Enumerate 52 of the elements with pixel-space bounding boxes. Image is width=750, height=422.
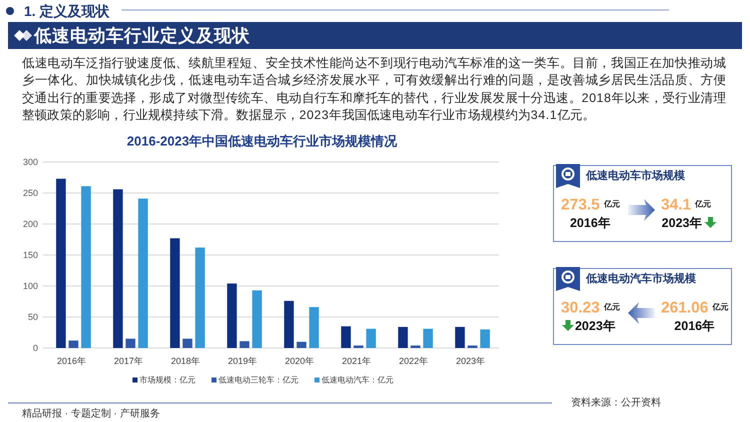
text: 低速电动车泛指行驶速度低、续航里程短、安全技术性能尚达不到现行电动汽车标准的这一类车。目前，我国正在加快推动城乡一体化、加快城镇化步伐，低速电动车适合城乡经济发展水平，可有效缓解出行难的问题，是改善城乡居民生活品质、方便交通出行的重要选择，形成了对微型传统车、电动自行车和摩托车的替代，行业发展发展十分迅速。2018年以来，受行业清理整顿政策的影响，行业规模持续下滑。数据显示，2023年我国低速电动车行业市场规模约为34.1亿元。	[22, 55, 726, 124]
bar	[309, 307, 319, 348]
x-tick-label: 2018年	[170, 356, 200, 366]
bar	[240, 341, 250, 348]
y-tick-label: 150	[22, 250, 38, 260]
text: 低速电动汽车市场规模	[585, 272, 697, 285]
bar	[182, 338, 192, 348]
y-tick-label: 200	[22, 219, 38, 229]
text: 精品研报 · 专题定制 · 产研服务	[22, 408, 160, 420]
bar	[81, 186, 91, 348]
text: 低速电动车市场规模	[585, 169, 686, 182]
x-tick-label: 2023年	[456, 356, 486, 366]
x-tick-label: 2019年	[228, 356, 258, 366]
y-tick-label: 250	[22, 188, 38, 198]
y-tick-label: 100	[22, 281, 38, 291]
y-tick-label: 300	[22, 157, 38, 167]
bar	[138, 198, 148, 348]
bar	[366, 328, 376, 348]
bar	[341, 326, 351, 348]
x-tick-label: 2021年	[342, 356, 372, 366]
bar	[68, 340, 78, 348]
x-tick-label: 2020年	[284, 356, 314, 366]
bar	[126, 338, 136, 348]
y-tick-label: 0	[32, 343, 38, 353]
bar	[195, 248, 205, 348]
bar	[296, 342, 306, 348]
bar	[398, 326, 408, 348]
bar	[252, 290, 262, 348]
x-tick-label: 2017年	[114, 356, 144, 366]
data-label: 34.1	[661, 196, 692, 214]
bar	[480, 329, 490, 348]
text: 资料来源：公开资料	[571, 396, 661, 408]
y-tick-label: 50	[28, 312, 38, 322]
text: 1. 定义及现状	[24, 3, 111, 19]
chart-title: 2016-2023年中国低速电动车行业市场规模情况	[126, 134, 398, 148]
data-label: 261.06	[661, 300, 709, 316]
category-label: 2016年	[570, 216, 611, 230]
bar	[227, 284, 237, 348]
data-label: 30.23	[561, 300, 600, 316]
bar	[455, 326, 465, 348]
bar	[284, 300, 294, 348]
bar	[170, 238, 180, 348]
bar	[56, 178, 66, 348]
x-tick-label: 2016年	[56, 356, 86, 366]
category-label: 2016年	[674, 319, 716, 333]
bar	[113, 189, 123, 348]
data-label: 273.5	[561, 196, 600, 214]
bar	[423, 328, 433, 348]
text: 低速电动车行业定义及现状	[33, 26, 251, 46]
x-tick-label: 2022年	[398, 356, 428, 366]
category-label: 2023年	[662, 216, 702, 230]
category-label: 2023年	[574, 319, 616, 333]
